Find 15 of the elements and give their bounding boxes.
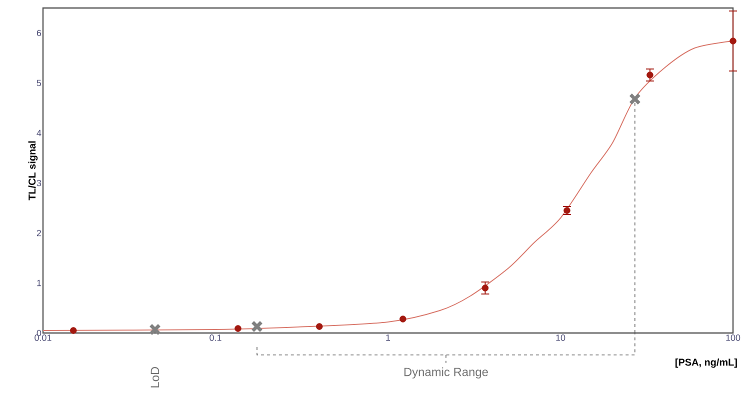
x-tick-label: 1 [386,334,390,341]
y-tick-label: 1 [37,280,42,286]
y-tick-label: 3 [36,180,42,186]
y-tick-label: 6 [36,30,42,36]
y-tick-label: 2 [36,230,42,236]
x-axis-title: [PSA, ng/mL] [675,358,737,368]
y-axis-title: TL/CL signal [28,141,38,200]
x-tick-label: 100 [726,334,740,341]
x-tick-label: 10 [556,334,566,341]
text: LoD [150,366,160,388]
y-tick-label: 5 [36,80,42,86]
x-tick-label: 0.01 [34,334,52,341]
y-tick-label: 4 [36,130,42,136]
text: Dynamic Range [404,367,488,379]
x-tick-label: 0.1 [210,334,222,341]
